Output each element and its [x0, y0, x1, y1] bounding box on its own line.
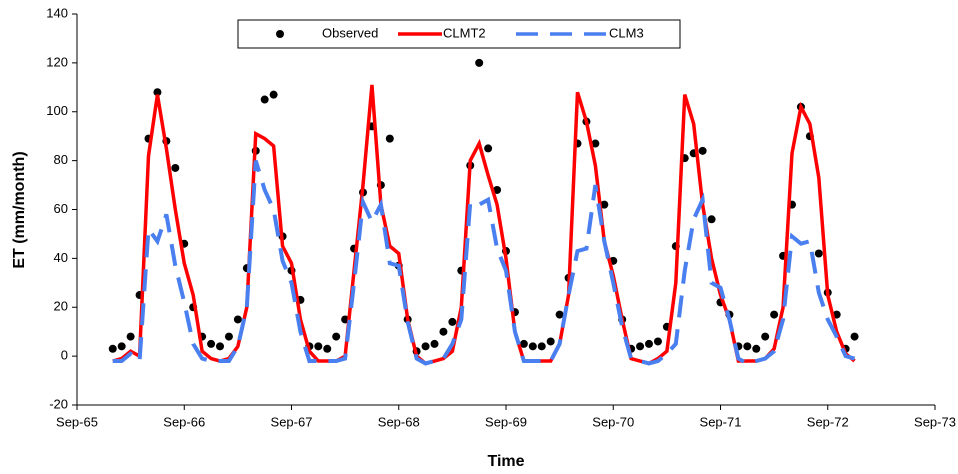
data-point — [707, 215, 716, 224]
y-tick-label: 60 — [54, 201, 68, 216]
data-point — [698, 146, 707, 155]
x-tick-label: Sep-72 — [807, 414, 849, 429]
data-point — [761, 332, 770, 341]
y-tick-label: -20 — [49, 396, 68, 411]
x-tick-label: Sep-67 — [271, 414, 313, 429]
y-tick-label: 40 — [54, 250, 68, 265]
data-point — [475, 58, 484, 67]
data-point — [269, 90, 278, 99]
data-point — [421, 342, 430, 351]
data-point — [752, 344, 761, 353]
data-point — [224, 332, 233, 341]
data-point — [171, 163, 180, 172]
data-point — [484, 144, 493, 153]
data-point — [126, 332, 135, 341]
data-point — [385, 134, 394, 143]
x-tick-label: Sep-71 — [700, 414, 742, 429]
series-line — [112, 160, 856, 366]
data-point — [519, 339, 528, 348]
data-point — [770, 310, 779, 319]
data-point — [260, 95, 269, 104]
x-tick-label: Sep-70 — [592, 414, 634, 429]
legend-label: CLMT2 — [443, 25, 486, 40]
data-point — [653, 337, 662, 346]
data-point — [430, 339, 439, 348]
data-point — [850, 332, 859, 341]
data-point — [233, 315, 242, 324]
data-point — [645, 339, 653, 348]
y-tick-label: 140 — [46, 5, 68, 20]
data-point — [153, 88, 162, 97]
legend-label: CLM3 — [609, 25, 644, 40]
data-point — [448, 317, 457, 326]
data-point — [636, 342, 645, 351]
y-tick-label: 120 — [46, 54, 68, 69]
series-line — [112, 84, 856, 366]
data-point — [314, 342, 323, 351]
data-point — [591, 139, 600, 148]
data-point — [207, 339, 216, 348]
data-point — [108, 344, 117, 353]
data-point — [600, 200, 609, 209]
data-point — [537, 342, 546, 351]
legend-marker — [276, 30, 284, 38]
data-point — [117, 342, 126, 351]
x-tick-label: Sep-66 — [163, 414, 205, 429]
y-tick-label: 100 — [46, 103, 68, 118]
data-point — [332, 332, 341, 341]
data-point — [323, 344, 332, 353]
y-axis-title: ET (mm/month) — [11, 151, 28, 268]
data-point — [528, 342, 537, 351]
data-point — [555, 310, 564, 319]
x-tick-label: Sep-73 — [914, 414, 956, 429]
legend-label: Observed — [322, 25, 378, 40]
data-point — [216, 342, 224, 351]
x-tick-label: Sep-69 — [485, 414, 527, 429]
data-point — [814, 249, 823, 258]
x-tick-label: Sep-65 — [56, 414, 98, 429]
data-point — [546, 337, 555, 346]
data-point — [493, 185, 502, 194]
y-tick-label: 20 — [54, 299, 68, 314]
legend-box — [237, 19, 681, 49]
data-point — [439, 327, 448, 336]
x-tick-label: Sep-68 — [378, 414, 420, 429]
data-point — [743, 342, 752, 351]
y-tick-label: 0 — [61, 348, 68, 363]
x-axis-title: Time — [487, 453, 524, 470]
y-tick-label: 80 — [54, 152, 68, 167]
